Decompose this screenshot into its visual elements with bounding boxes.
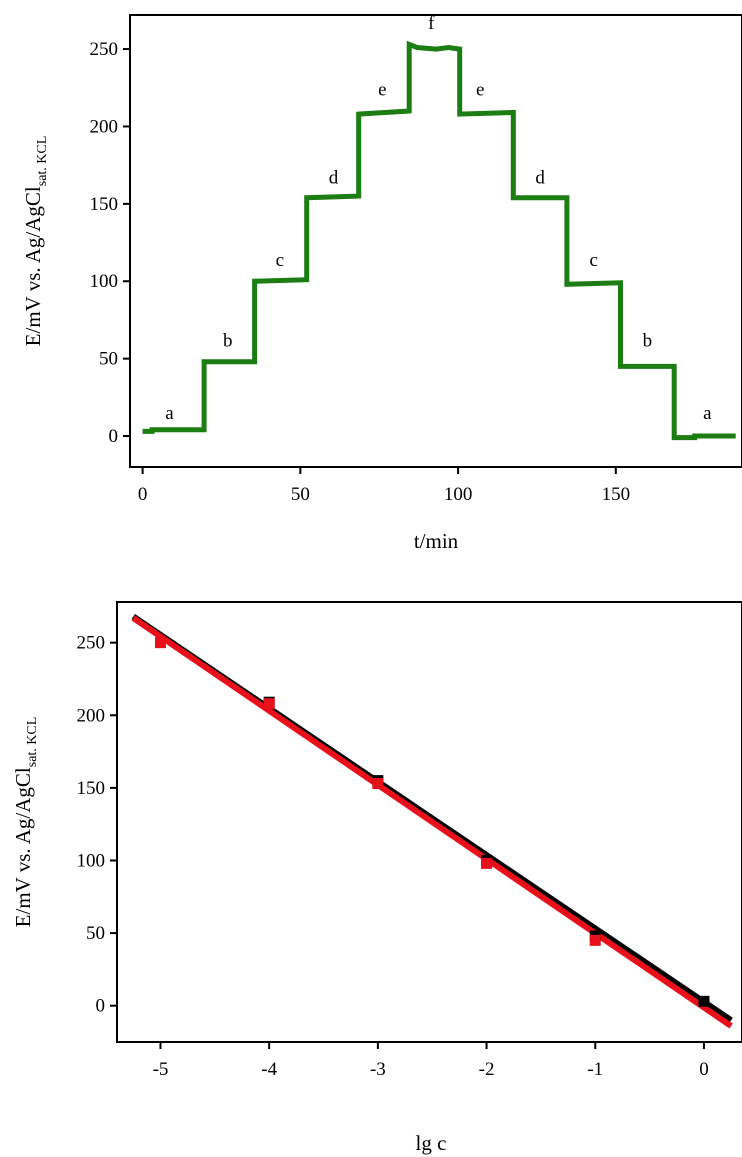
x-tick-label: -4 <box>261 1059 277 1080</box>
y-tick-label: 250 <box>90 39 119 60</box>
chart-2-data-points <box>154 637 710 1007</box>
chart-1-frame <box>129 14 742 468</box>
step-label-c: c <box>276 250 284 271</box>
chart-1-y-axis: 0 50 100 150 200 250 <box>90 39 130 447</box>
y-tick-label: 0 <box>109 426 119 447</box>
x-tick-label: -3 <box>370 1059 386 1080</box>
step-label-e: e <box>378 79 386 100</box>
chart-1-annotations: a b c d e f e d c b a <box>165 13 712 424</box>
data-point-red <box>154 637 166 649</box>
chart-2-y-axis-title-sub: sat. KCL <box>25 717 40 768</box>
chart-2-x-axis: -5 -4 -3 -2 -1 0 <box>153 1042 709 1080</box>
chart-2-calibration: 0 50 100 150 200 250 -5 -4 -3 -2 -1 0 lg c E/mV vs… <box>11 601 742 1155</box>
x-tick-label: 0 <box>699 1059 709 1080</box>
step-label-a: a <box>165 403 174 424</box>
chart-2-x-axis-title: lg c <box>416 1131 447 1155</box>
chart-1-x-axis: 0 50 100 150 <box>138 467 630 505</box>
y-tick-label: 0 <box>96 996 106 1017</box>
y-tick-label: 200 <box>90 116 119 137</box>
y-tick-label: 150 <box>90 194 119 215</box>
step-label-c: c <box>590 250 598 271</box>
x-tick-label: -1 <box>587 1059 603 1080</box>
y-tick-label: 100 <box>90 271 119 292</box>
y-tick-label: 100 <box>77 850 106 871</box>
x-tick-label: -2 <box>479 1059 495 1080</box>
y-tick-label: 50 <box>99 349 118 370</box>
step-label-b: b <box>643 330 653 351</box>
y-tick-label: 200 <box>77 705 106 726</box>
chart-2-frame <box>116 601 742 1043</box>
x-tick-label: 50 <box>291 484 310 505</box>
step-label-d: d <box>535 168 545 189</box>
x-tick-label: -5 <box>153 1059 169 1080</box>
y-tick-label: 150 <box>77 778 106 799</box>
data-point-red <box>481 857 493 869</box>
x-tick-label: 0 <box>138 484 148 505</box>
chart-1-x-axis-title: t/min <box>414 529 459 553</box>
step-label-e: e <box>476 79 484 100</box>
data-point-red <box>372 778 384 790</box>
chart-1-y-axis-title-sub: sat. KCL <box>35 136 50 187</box>
step-label-d: d <box>329 168 339 189</box>
y-tick-label: 250 <box>77 633 106 654</box>
chart-2-y-axis-title: E/mV vs. Ag/AgClsat. KCL <box>11 717 40 928</box>
step-label-b: b <box>223 330 233 351</box>
chart-1-y-axis-title: E/mV vs. Ag/AgClsat. KCL <box>21 136 50 347</box>
step-label-f: f <box>428 13 435 34</box>
chart-2-y-axis: 0 50 100 150 200 250 <box>77 633 117 1017</box>
data-point-red <box>589 934 601 946</box>
step-label-a: a <box>703 403 712 424</box>
data-point-red <box>263 698 275 710</box>
chart-2-y-axis-title-main: E/mV vs. Ag/AgCl <box>11 767 35 927</box>
x-tick-label: 150 <box>602 484 631 505</box>
chart-2-fit-line-red <box>131 615 733 1029</box>
chart-1-step-potential: 0 50 100 150 200 250 0 50 100 150 a b c d e f e d c b a t/… <box>21 13 742 553</box>
chart-1-y-axis-title-main: E/mV vs. Ag/AgCl <box>21 186 45 346</box>
x-tick-label: 100 <box>444 484 473 505</box>
chart-1-series-line <box>142 40 736 441</box>
y-tick-label: 50 <box>86 923 105 944</box>
data-point-black <box>698 995 710 1007</box>
